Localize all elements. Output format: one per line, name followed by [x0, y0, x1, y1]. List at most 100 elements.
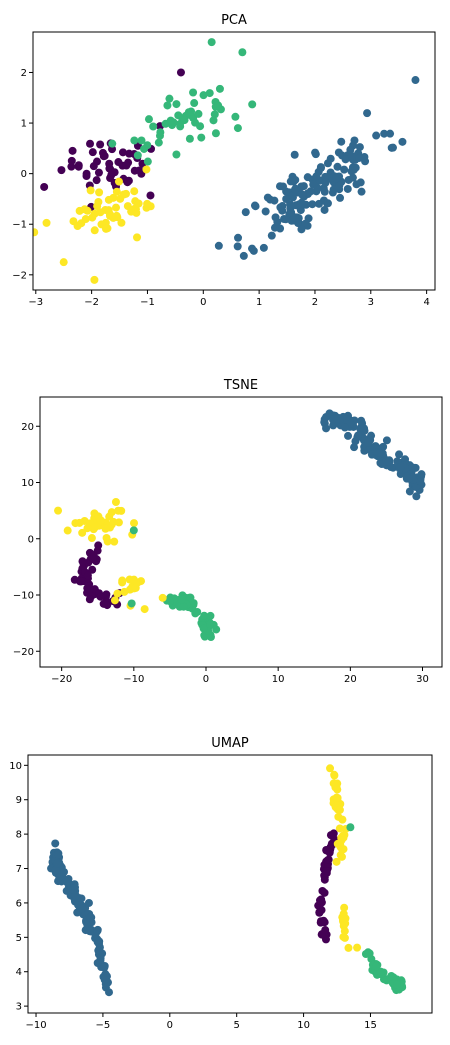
- data-point: [111, 497, 120, 506]
- data-point: [88, 565, 97, 574]
- data-point: [187, 107, 196, 116]
- data-point: [33, 228, 39, 237]
- data-point: [291, 185, 300, 194]
- data-point: [134, 199, 143, 208]
- data-point: [112, 211, 121, 220]
- data-point: [338, 815, 347, 824]
- data-point: [194, 109, 203, 118]
- x-tick-label: −1: [140, 297, 155, 308]
- data-point: [290, 150, 299, 159]
- data-point: [215, 84, 224, 93]
- data-point: [318, 886, 327, 895]
- data-point: [231, 112, 240, 121]
- data-point: [344, 943, 353, 952]
- data-point: [89, 162, 98, 171]
- data-point: [114, 158, 123, 167]
- data-point: [320, 415, 329, 424]
- data-point: [199, 624, 208, 633]
- data-point: [82, 169, 91, 178]
- plot-frame: [32, 31, 436, 291]
- data-point: [197, 133, 206, 142]
- data-point: [90, 226, 99, 235]
- data-point: [333, 162, 342, 171]
- data-point: [193, 607, 202, 616]
- data-point: [177, 595, 186, 604]
- data-point: [340, 165, 349, 174]
- data-point: [140, 605, 149, 614]
- data-point: [191, 118, 200, 127]
- data-point: [189, 88, 198, 97]
- data-point: [331, 783, 340, 792]
- data-point: [78, 557, 87, 566]
- data-point: [299, 182, 308, 191]
- data-point: [249, 246, 258, 255]
- data-point: [206, 620, 215, 629]
- data-point: [380, 129, 389, 138]
- x-tick-label: 10: [297, 1020, 310, 1031]
- y-tick-label: 20: [21, 422, 34, 433]
- data-point: [332, 857, 341, 866]
- data-point: [308, 200, 317, 209]
- data-point: [140, 144, 149, 153]
- data-point: [355, 143, 364, 152]
- data-point: [165, 597, 174, 606]
- data-point: [395, 450, 404, 459]
- pca-chart: PCA −3 −2 −1 0 1 2 3 4 −2 −1 0 1 2: [12, 13, 436, 308]
- data-point: [158, 593, 167, 602]
- data-point: [416, 477, 425, 486]
- data-point: [340, 933, 349, 942]
- data-point: [214, 101, 223, 110]
- data-point: [209, 116, 218, 125]
- y-tick-label: 3: [16, 1002, 22, 1013]
- data-point: [361, 157, 370, 166]
- y-tick-label: 10: [9, 761, 22, 772]
- data-point: [214, 241, 223, 250]
- data-point: [372, 131, 381, 140]
- data-point: [80, 205, 89, 214]
- data-point: [404, 474, 413, 483]
- data-point: [75, 518, 84, 527]
- data-point: [59, 258, 68, 267]
- y-tick-label: 2: [21, 68, 27, 79]
- data-point: [107, 508, 116, 517]
- data-point: [146, 191, 155, 200]
- data-point: [356, 178, 365, 187]
- data-point: [99, 152, 108, 161]
- y-tick-label: −10: [13, 591, 34, 602]
- data-point: [357, 416, 366, 425]
- data-point: [53, 859, 62, 868]
- data-point: [337, 835, 346, 844]
- data-point: [101, 224, 110, 233]
- data-point: [278, 206, 287, 215]
- x-tick-label: 2: [312, 297, 318, 308]
- y-tick-label: 9: [16, 795, 22, 806]
- data-point: [129, 526, 138, 535]
- data-point: [211, 129, 220, 138]
- data-point: [282, 195, 291, 204]
- data-point: [131, 583, 140, 592]
- data-point: [133, 233, 142, 242]
- data-point: [322, 846, 331, 855]
- data-point: [67, 156, 76, 165]
- x-tick-label: 0: [167, 1020, 173, 1031]
- data-point: [53, 850, 62, 859]
- data-point: [51, 865, 60, 874]
- data-point: [154, 138, 163, 147]
- data-point: [388, 143, 397, 152]
- data-point: [287, 208, 296, 217]
- data-point: [96, 592, 105, 601]
- data-point: [346, 145, 355, 154]
- data-point: [365, 949, 374, 958]
- data-point: [93, 202, 102, 211]
- data-point: [67, 162, 76, 171]
- data-point: [343, 184, 352, 193]
- data-point: [118, 576, 127, 585]
- chart-title: TSNE: [223, 378, 258, 393]
- data-point: [103, 537, 112, 546]
- data-point: [386, 129, 395, 138]
- data-point: [291, 175, 300, 184]
- data-point: [122, 161, 131, 170]
- data-point: [114, 177, 123, 186]
- y-tick-label: 4: [16, 967, 22, 978]
- plot-frame: [39, 396, 443, 668]
